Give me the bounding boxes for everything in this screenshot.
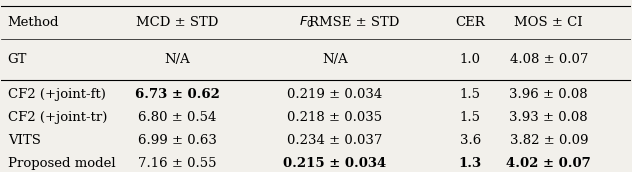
Text: 4.08 ± 0.07: 4.08 ± 0.07 xyxy=(509,53,588,66)
Text: N/A: N/A xyxy=(165,53,190,66)
Text: $F_0$: $F_0$ xyxy=(299,15,314,30)
Text: 7.16 ± 0.55: 7.16 ± 0.55 xyxy=(138,157,217,170)
Text: GT: GT xyxy=(8,53,27,66)
Text: 0.215 ± 0.034: 0.215 ± 0.034 xyxy=(283,157,387,170)
Text: Proposed model: Proposed model xyxy=(8,157,115,170)
Text: 3.96 ± 0.08: 3.96 ± 0.08 xyxy=(509,88,588,101)
Text: 6.99 ± 0.63: 6.99 ± 0.63 xyxy=(138,134,217,147)
Text: VITS: VITS xyxy=(8,134,40,147)
Text: CER: CER xyxy=(455,16,485,29)
Text: RMSE ± STD: RMSE ± STD xyxy=(308,16,399,29)
Text: 1.5: 1.5 xyxy=(459,111,481,124)
Text: CF2 (+joint-tr): CF2 (+joint-tr) xyxy=(8,111,107,124)
Text: 6.80 ± 0.54: 6.80 ± 0.54 xyxy=(138,111,217,124)
Text: 4.02 ± 0.07: 4.02 ± 0.07 xyxy=(506,157,591,170)
Text: 0.234 ± 0.037: 0.234 ± 0.037 xyxy=(287,134,382,147)
Text: 3.82 ± 0.09: 3.82 ± 0.09 xyxy=(509,134,588,147)
Text: 0.218 ± 0.035: 0.218 ± 0.035 xyxy=(288,111,382,124)
Text: CF2 (+joint-ft): CF2 (+joint-ft) xyxy=(8,88,106,101)
Text: 0.219 ± 0.034: 0.219 ± 0.034 xyxy=(288,88,382,101)
Text: 6.73 ± 0.62: 6.73 ± 0.62 xyxy=(135,88,220,101)
Text: Method: Method xyxy=(8,16,59,29)
Text: N/A: N/A xyxy=(322,53,348,66)
Text: 3.6: 3.6 xyxy=(459,134,481,147)
Text: MCD ± STD: MCD ± STD xyxy=(137,16,219,29)
Text: 1.0: 1.0 xyxy=(459,53,481,66)
Text: 1.3: 1.3 xyxy=(459,157,482,170)
Text: 1.5: 1.5 xyxy=(459,88,481,101)
Text: 3.93 ± 0.08: 3.93 ± 0.08 xyxy=(509,111,588,124)
Text: MOS ± CI: MOS ± CI xyxy=(514,16,583,29)
